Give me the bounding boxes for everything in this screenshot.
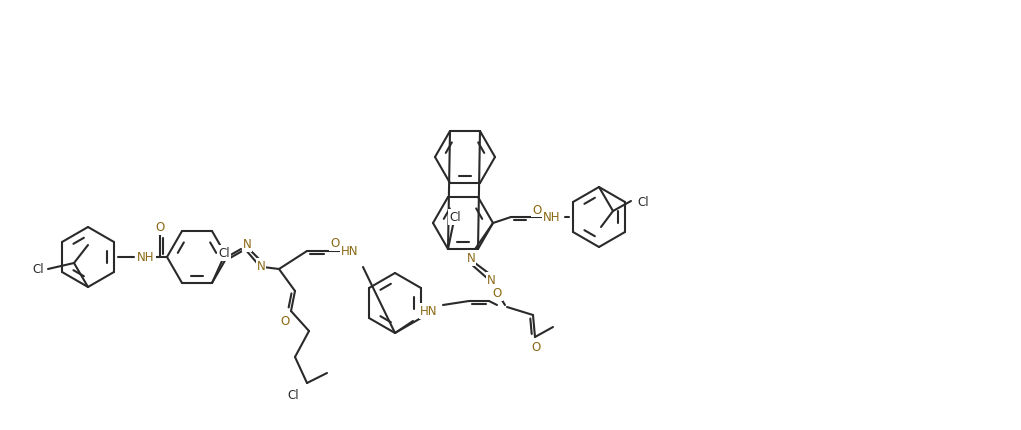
Text: Cl: Cl [637,195,648,208]
Text: O: O [281,315,290,328]
Text: HN: HN [421,305,438,318]
Text: O: O [532,203,541,216]
Text: Cl: Cl [449,211,460,224]
Text: Cl: Cl [218,247,230,260]
Text: NH: NH [137,251,155,264]
Text: O: O [331,237,340,250]
Text: N: N [256,260,265,273]
Text: NH: NH [543,211,561,224]
Text: O: O [531,341,541,354]
Text: N: N [467,252,476,265]
Text: Cl: Cl [287,389,299,402]
Text: N: N [487,274,495,287]
Text: HN: HN [341,245,358,258]
Text: O: O [492,287,501,300]
Text: Cl: Cl [33,263,44,276]
Text: O: O [155,221,164,234]
Text: N: N [243,238,251,251]
